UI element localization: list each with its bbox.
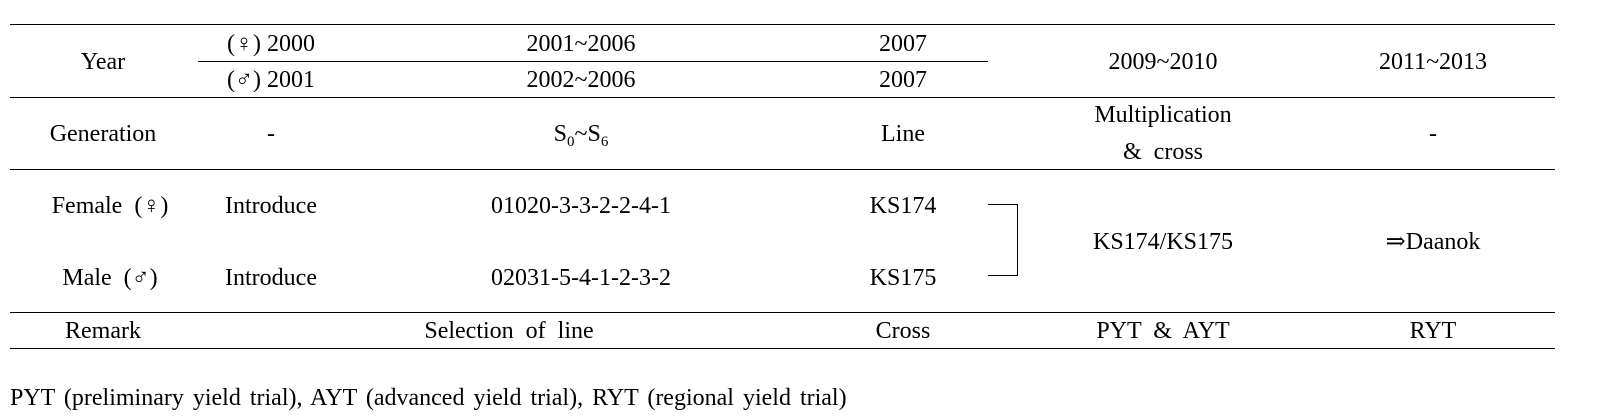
female-intro: Introduce bbox=[225, 193, 317, 219]
year-female-intro: (♀) 2000 bbox=[227, 31, 315, 57]
year-male-intro: (♂) 2001 bbox=[227, 67, 315, 93]
remark-multiplication: PYT & AYT bbox=[1096, 318, 1230, 344]
generation-bottom-rule bbox=[10, 169, 1555, 170]
year-male-selection: 2002~2006 bbox=[526, 67, 636, 93]
generation-selection-base: S bbox=[553, 121, 568, 147]
combined-cross: KS174/KS175 bbox=[1092, 229, 1234, 255]
male-selection: 02031-5-4-1-2-3-2 bbox=[491, 265, 671, 291]
year-label: Year bbox=[80, 49, 126, 75]
generation-multiplication-line2: & cross bbox=[1123, 139, 1203, 165]
remark-selection: Selection of line bbox=[424, 318, 594, 344]
remark-cross: Cross bbox=[875, 318, 931, 344]
generation-selection-sub-end: 6 bbox=[600, 134, 609, 150]
table-top-rule bbox=[10, 24, 1555, 25]
year-split-rule bbox=[198, 61, 988, 62]
generation-selection-sep: ~S bbox=[574, 121, 601, 147]
remark-regional: RYT bbox=[1409, 318, 1457, 344]
generation-label: Generation bbox=[49, 121, 157, 147]
female-cross: KS174 bbox=[869, 193, 937, 219]
male-label: Male (♂) bbox=[62, 265, 158, 291]
male-intro: Introduce bbox=[225, 265, 317, 291]
year-multiplication: 2009~2010 bbox=[1108, 49, 1218, 75]
female-selection: 01020-3-3-2-2-4-1 bbox=[491, 193, 671, 219]
year-bottom-rule bbox=[10, 97, 1555, 98]
remark-label: Remark bbox=[65, 318, 141, 344]
year-female-selection: 2001~2006 bbox=[526, 31, 636, 57]
generation-regional: - bbox=[1429, 121, 1437, 147]
table-footnote: PYT (preliminary yield trial), AYT (adva… bbox=[10, 385, 847, 411]
generation-cross: Line bbox=[881, 121, 925, 147]
table-bottom-rule bbox=[10, 348, 1555, 349]
generation-selection: S0~S6 bbox=[553, 120, 609, 150]
generation-multiplication-line1: Multiplication bbox=[1094, 102, 1232, 128]
year-female-cross: 2007 bbox=[879, 31, 927, 57]
female-label: Female (♀) bbox=[51, 193, 169, 219]
result-variety: ⇒Daanok bbox=[1385, 229, 1481, 255]
generation-intro: - bbox=[267, 121, 275, 147]
male-cross: KS175 bbox=[869, 265, 937, 291]
year-male-cross: 2007 bbox=[879, 67, 927, 93]
generation-selection-sub-start: 0 bbox=[567, 134, 575, 150]
cross-bracket bbox=[988, 204, 1018, 276]
year-regional: 2011~2013 bbox=[1378, 49, 1488, 75]
parents-bottom-rule bbox=[10, 312, 1555, 313]
